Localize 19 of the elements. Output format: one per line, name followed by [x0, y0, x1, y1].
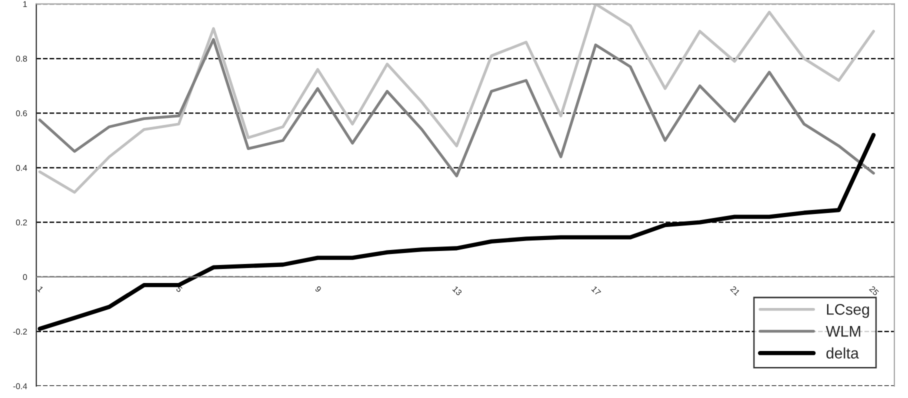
x-tick-label: 21	[730, 286, 740, 296]
x-tick-label: 1	[37, 286, 44, 292]
x-tick-label: 25	[868, 286, 880, 296]
line-series	[38, 4, 875, 194]
line-series	[38, 38, 875, 178]
y-tick-label: 0.2	[16, 220, 27, 226]
y-tick-label: 0.8	[16, 56, 27, 62]
x-tick-label: 17	[591, 286, 602, 296]
y-tick-label: -0.2	[13, 328, 27, 335]
y-tick-label: 1	[23, 1, 27, 7]
legend-label: WLM	[826, 326, 860, 337]
y-tick-label: 0	[22, 274, 27, 280]
x-tick-label: 9	[314, 286, 322, 293]
x-tick-label: 13	[452, 286, 462, 296]
legend-label: LCseg	[827, 304, 869, 318]
y-tick-label: 0.4	[16, 164, 28, 171]
legend-label: delta	[826, 347, 859, 359]
y-tick-label: 0.6	[16, 110, 27, 116]
y-tick-label: -0.4	[13, 383, 28, 390]
